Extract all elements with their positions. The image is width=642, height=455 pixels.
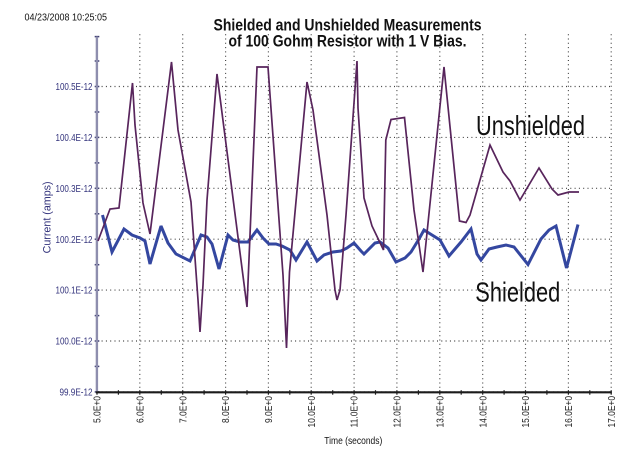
svg-text:100.5E-12: 100.5E-12 (56, 82, 93, 93)
svg-text:17.0E+0: 17.0E+0 (607, 396, 618, 428)
svg-text:Shielded: Shielded (475, 277, 560, 308)
svg-text:6.0E+0: 6.0E+0 (135, 396, 146, 423)
svg-text:Current (amps): Current (amps) (42, 181, 54, 253)
svg-text:100.2E-12: 100.2E-12 (56, 235, 93, 246)
svg-text:14.0E+0: 14.0E+0 (478, 396, 489, 428)
svg-text:100.0E-12: 100.0E-12 (56, 337, 93, 348)
svg-text:04/23/2008 10:25:05: 04/23/2008 10:25:05 (25, 13, 108, 24)
svg-text:100.1E-12: 100.1E-12 (56, 286, 93, 297)
svg-text:5.0E+0: 5.0E+0 (93, 396, 104, 423)
svg-text:15.0E+0: 15.0E+0 (521, 396, 532, 428)
svg-text:100.3E-12: 100.3E-12 (56, 184, 93, 195)
svg-text:7.0E+0: 7.0E+0 (178, 396, 189, 423)
svg-text:12.0E+0: 12.0E+0 (393, 396, 404, 428)
svg-text:Unshielded: Unshielded (476, 110, 585, 141)
svg-text:Shielded and Unshielded Measur: Shielded and Unshielded Measurements (214, 15, 482, 34)
svg-text:16.0E+0: 16.0E+0 (564, 396, 575, 428)
svg-text:11.0E+0: 11.0E+0 (350, 396, 361, 428)
svg-text:100.4E-12: 100.4E-12 (56, 133, 93, 144)
svg-text:10.0E+0: 10.0E+0 (307, 396, 318, 428)
svg-text:8.0E+0: 8.0E+0 (221, 396, 232, 423)
svg-text:13.0E+0: 13.0E+0 (435, 396, 446, 428)
svg-text:99.9E-12: 99.9E-12 (60, 388, 93, 399)
svg-text:Time (seconds): Time (seconds) (324, 436, 382, 447)
svg-text:9.0E+0: 9.0E+0 (264, 396, 275, 423)
svg-text:of 100 Gohm Resistor with 1 V: of 100 Gohm Resistor with 1 V Bias. (229, 32, 467, 51)
